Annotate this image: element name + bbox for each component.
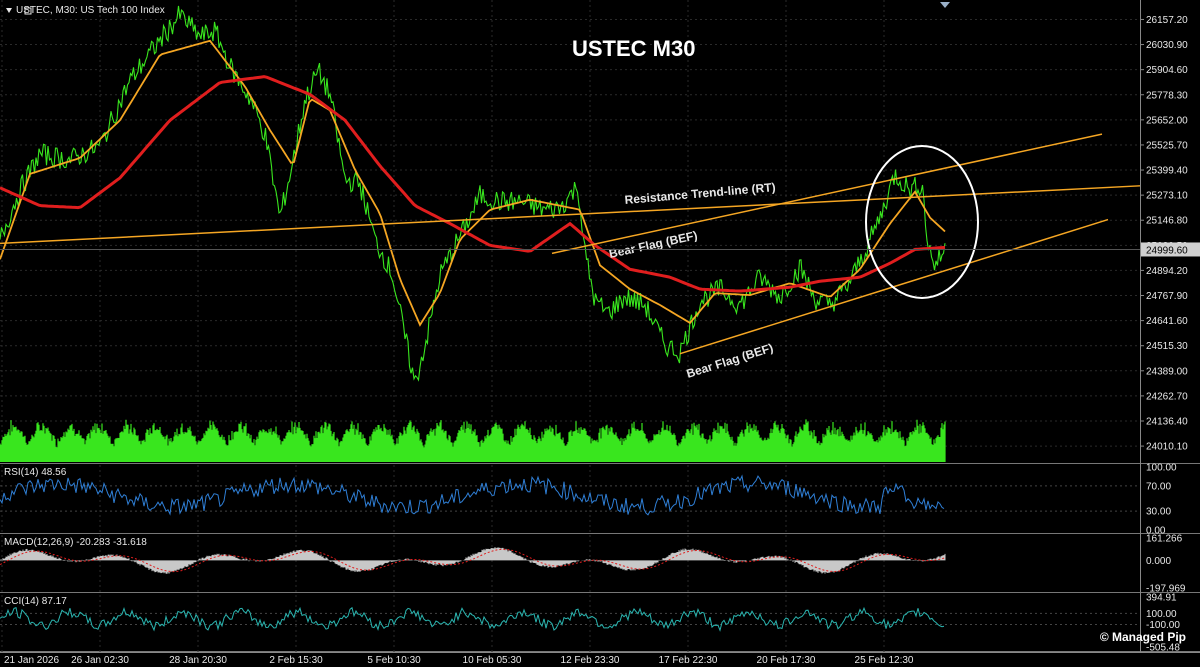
- time-tick-label: 5 Feb 10:30: [367, 655, 421, 666]
- resistance-annotation: Resistance Trend-line (RT): [624, 180, 776, 207]
- cci-line: [0, 606, 945, 632]
- cci-tick-label: -100.00: [1146, 620, 1180, 631]
- macd-histogram: [0, 547, 946, 574]
- macd-tick-label: 161.266: [1146, 534, 1183, 545]
- price-tick-label: 25399.40: [1146, 166, 1188, 177]
- fast-ma-line: [0, 39, 946, 327]
- price-tick-label: 24136.40: [1146, 416, 1188, 427]
- symbol-info: USTEC, M30: US Tech 100 Index: [16, 5, 165, 16]
- time-tick-label: 2 Feb 15:30: [269, 655, 323, 666]
- cci-label: CCI(14) 87.17: [4, 596, 67, 607]
- price-tick-label: 24389.00: [1146, 366, 1188, 377]
- rsi-tick-label: 70.00: [1146, 481, 1171, 492]
- price-tick-label: 25146.80: [1146, 216, 1188, 227]
- volume-bars: [0, 419, 946, 462]
- time-tick-label: 21 Jan 2026: [4, 655, 59, 666]
- slow-ma-line: [0, 75, 946, 293]
- bear-flag-lower-line: [679, 218, 1109, 355]
- dropdown-triangle-icon: [6, 7, 12, 13]
- price-tick-label: 25904.60: [1146, 65, 1188, 76]
- price-tick-label: 25778.30: [1146, 90, 1188, 101]
- bear-flag-upper-line: [551, 133, 1103, 255]
- price-tick-label: 25525.70: [1146, 140, 1188, 151]
- rsi-label: RSI(14) 48.56: [4, 467, 67, 478]
- macd-signal-line: [0, 548, 946, 573]
- cci-tick-label: 100.00: [1146, 609, 1177, 620]
- time-tick-label: 17 Feb 22:30: [659, 655, 718, 666]
- time-tick-label: 28 Jan 20:30: [169, 655, 227, 666]
- panel-box-icon: [24, 7, 32, 15]
- price-tick-label: 24641.60: [1146, 316, 1188, 327]
- price-line: [0, 5, 946, 382]
- macd-tick-label: -197.969: [1146, 584, 1186, 595]
- time-tick-label: 20 Feb 17:30: [757, 655, 816, 666]
- time-tick-label: 26 Jan 02:30: [71, 655, 129, 666]
- rsi-tick-label: 30.00: [1146, 507, 1171, 518]
- chart-title: USTEC M30: [572, 36, 696, 61]
- rsi-line: [0, 474, 945, 516]
- time-tick-label: 10 Feb 05:30: [463, 655, 522, 666]
- price-tick-label: 26030.90: [1146, 40, 1188, 51]
- watermark: © Managed Pip: [1099, 630, 1186, 644]
- rsi-tick-label: 0.00: [1146, 526, 1166, 537]
- bear-flag-lower-annotation: Bear Flag (BEF): [685, 341, 775, 381]
- price-tick-label: 24894.20: [1146, 266, 1188, 277]
- price-tick-label: 24262.70: [1146, 391, 1188, 402]
- price-tick-label: 25273.10: [1146, 191, 1188, 202]
- rsi-tick-label: 100.00: [1146, 463, 1177, 474]
- price-tick-label: 24767.90: [1146, 291, 1188, 302]
- price-tick-label: 26157.20: [1146, 15, 1188, 26]
- cci-tick-label: 394.91: [1146, 593, 1177, 604]
- price-tick-label: 25652.00: [1146, 115, 1188, 126]
- current-price-box: [1141, 242, 1200, 257]
- bear-flag-upper-annotation: Bear Flag (BEF): [608, 228, 699, 261]
- highlight-ellipse: [865, 145, 979, 299]
- price-tick-label: 24010.10: [1146, 442, 1188, 453]
- macd-tick-label: 0.000: [1146, 556, 1171, 567]
- cci-tick-label: -505.48: [1146, 643, 1180, 654]
- symbol-header: USTEC, M30: US Tech 100 Index: [6, 5, 165, 16]
- chart-shift-icon: [940, 2, 950, 8]
- macd-label: MACD(12,26,9) -20.283 -31.618: [4, 537, 147, 548]
- time-tick-label: 12 Feb 23:30: [561, 655, 620, 666]
- price-tick-label: 24515.30: [1146, 341, 1188, 352]
- time-tick-label: 25 Feb 12:30: [855, 655, 914, 666]
- resistance-trendline: [0, 185, 1141, 245]
- current-price-label: 24999.60: [1146, 245, 1188, 256]
